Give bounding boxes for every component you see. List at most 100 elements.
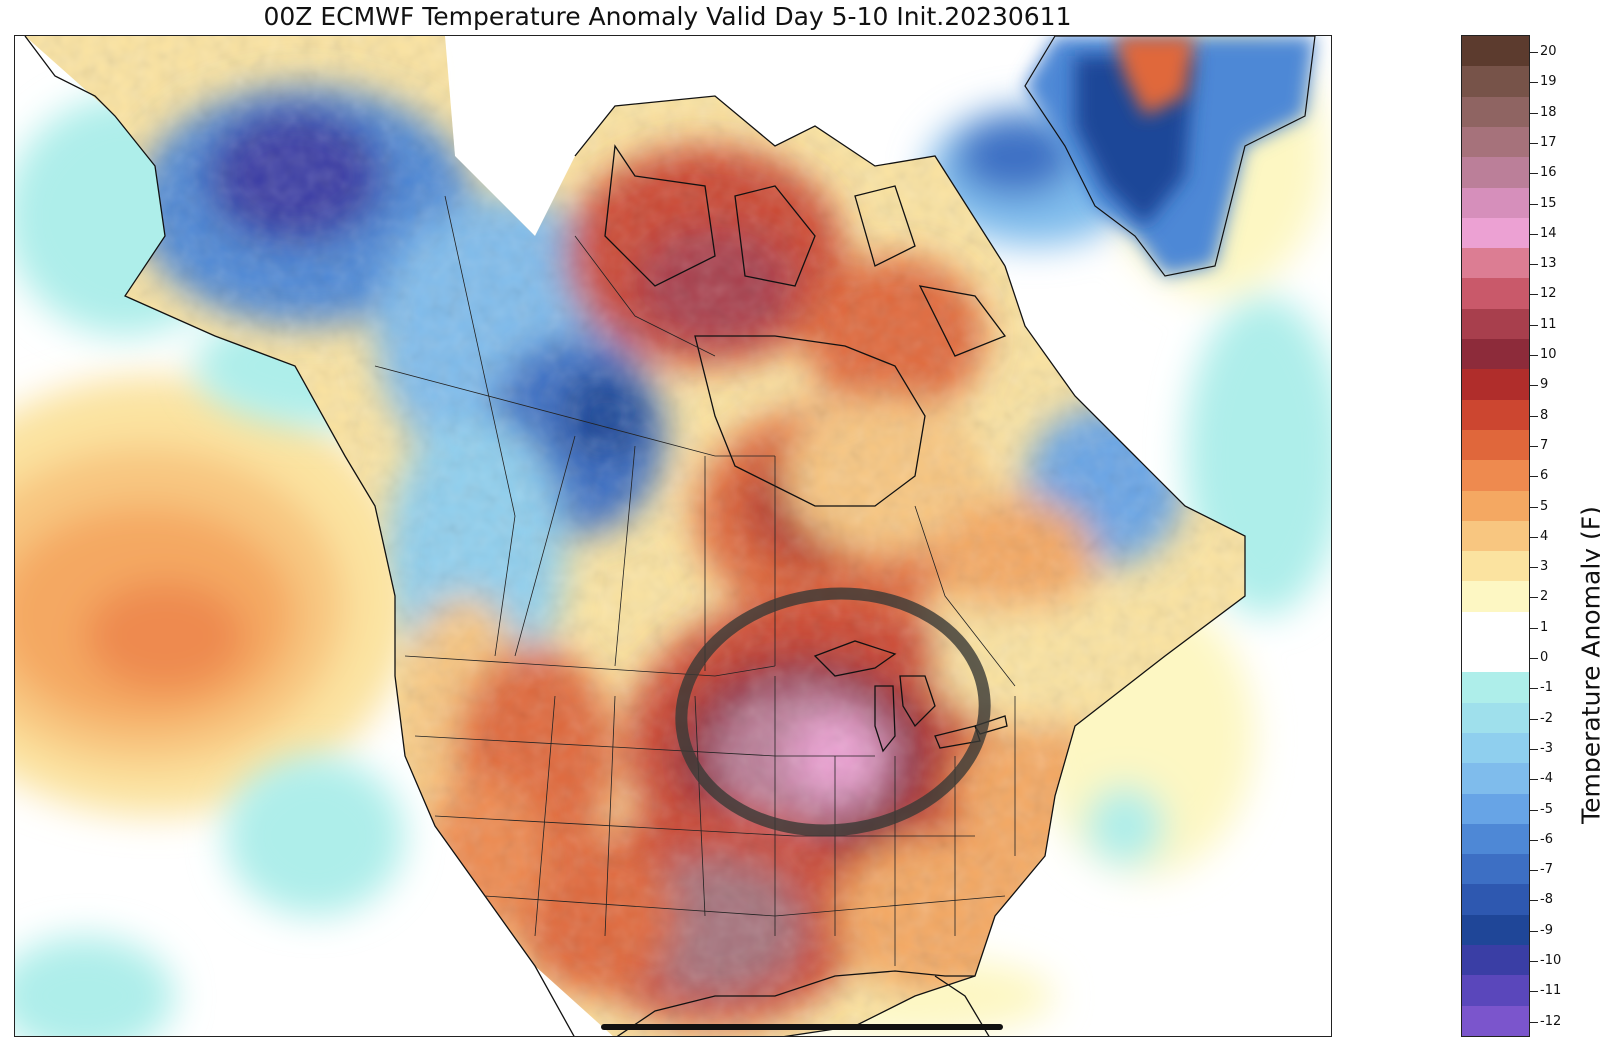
colorbar-tick-label: 0 [1540, 650, 1549, 665]
greenland [1024, 36, 1316, 277]
colorbar-tick [1530, 839, 1538, 841]
colorbar-tick-label: 9 [1540, 377, 1549, 393]
colorbar-segment [1462, 369, 1529, 401]
colorbar-tick-label: 1 [1540, 619, 1549, 635]
colorbar-tick-label: -9 [1540, 922, 1553, 938]
colorbar-segment [1462, 520, 1529, 553]
colorbar-tick [1530, 476, 1538, 478]
colorbar-tick [1530, 870, 1538, 872]
colorbar-tick [1530, 718, 1538, 720]
colorbar-tick [1530, 385, 1538, 387]
colorbar-tick [1530, 809, 1538, 811]
colorbar-tick-label: -1 [1540, 680, 1553, 696]
colorbar-segment [1462, 399, 1529, 431]
colorbar-tick-label: 13 [1540, 256, 1557, 272]
colorbar-tick [1530, 779, 1538, 781]
pacific-warm-anomaly [15, 376, 415, 816]
highlight-circle [675, 587, 991, 837]
colorbar-tick [1530, 567, 1538, 569]
colorbar-tick-label: 2 [1540, 589, 1549, 605]
colorbar-tick-label: 15 [1540, 195, 1557, 211]
colorbar-tick [1530, 294, 1538, 296]
colorbar-tick [1530, 627, 1538, 629]
colorbar-segment [1462, 1005, 1529, 1036]
colorbar-segment [1462, 611, 1529, 643]
colorbar-tick [1530, 748, 1538, 750]
colorbar-segment [1462, 96, 1529, 128]
colorbar-tick-label: 19 [1540, 74, 1557, 90]
colorbar-segment [1462, 551, 1529, 583]
colorbar-tick-label: 12 [1540, 286, 1557, 302]
colorbar-segment [1462, 248, 1529, 280]
colorbar-segment [1462, 975, 1529, 1007]
colorbar-tick [1530, 82, 1538, 84]
colorbar-tick-label: 16 [1540, 165, 1557, 181]
colorbar-tick-label: -5 [1540, 801, 1553, 817]
coastlines [24, 36, 1246, 1036]
colorbar-segment [1462, 217, 1529, 250]
colorbar-segment [1462, 187, 1529, 219]
colorbar-tick [1530, 506, 1538, 508]
anomaly-map [14, 35, 1332, 1037]
colorbar-tick-label: -6 [1540, 831, 1553, 847]
colorbar-segment [1462, 581, 1529, 613]
colorbar-tick-label: 10 [1540, 347, 1557, 362]
colorbar-segment [1462, 732, 1529, 765]
colorbar-tick [1530, 536, 1538, 538]
colorbar-tick-label: 18 [1540, 104, 1557, 120]
colorbar-tick-label: -8 [1540, 892, 1553, 908]
colorbar [1461, 35, 1530, 1037]
colorbar-segment [1462, 823, 1529, 856]
colorbar-tick [1530, 324, 1538, 326]
colorbar-tick-label: 3 [1540, 559, 1549, 575]
colorbar-tick-label: -3 [1540, 740, 1553, 756]
colorbar-tick [1530, 961, 1538, 962]
colorbar-segment [1462, 793, 1529, 825]
colorbar-tick-label: -4 [1540, 771, 1553, 787]
colorbar-segment [1462, 36, 1529, 68]
colorbar-segment [1462, 429, 1529, 462]
colorbar-tick [1530, 658, 1538, 659]
colorbar-tick-label: 6 [1540, 468, 1549, 484]
colorbar-segment [1462, 884, 1529, 916]
colorbar-tick [1530, 597, 1538, 599]
colorbar-segment [1462, 763, 1529, 795]
colorbar-tick-label: -2 [1540, 710, 1553, 726]
colorbar-tick-label: 11 [1540, 316, 1557, 332]
political-borders [374, 195, 1016, 966]
colorbar-segment [1462, 308, 1529, 340]
colorbar-tick [1530, 415, 1538, 417]
colorbar-segment [1462, 66, 1529, 98]
colorbar-tick [1530, 688, 1538, 690]
colorbar-segment [1462, 945, 1529, 977]
colorbar-tick-label: -10 [1540, 953, 1562, 968]
colorbar-segment [1462, 672, 1529, 704]
colorbar-tick [1530, 930, 1538, 932]
colorbar-tick-label: 20 [1540, 44, 1557, 59]
colorbar-segment [1462, 339, 1529, 371]
colorbar-tick-label: 14 [1540, 225, 1557, 241]
colorbar-tick [1530, 445, 1538, 447]
colorbar-tick-label: 7 [1540, 437, 1549, 453]
home-indicator[interactable] [601, 1024, 1003, 1030]
map-title: 00Z ECMWF Temperature Anomaly Valid Day … [263, 2, 1072, 31]
colorbar-tick [1530, 355, 1538, 356]
colorbar-tick-label: -7 [1540, 862, 1553, 878]
colorbar-tick [1530, 233, 1538, 235]
colorbar-tick-label: -12 [1540, 1013, 1562, 1029]
colorbar-segment [1462, 642, 1529, 674]
colorbar-segment [1462, 702, 1529, 734]
colorbar-tick-label: -11 [1540, 983, 1562, 999]
colorbar-tick-label: 4 [1540, 528, 1549, 544]
colorbar-tick [1530, 112, 1538, 114]
colorbar-tick [1530, 264, 1538, 266]
colorbar-tick [1530, 52, 1538, 53]
colorbar-tick [1530, 173, 1538, 175]
colorbar-tick-label: 17 [1540, 134, 1557, 150]
colorbar-axis-label: Temperature Anomaly (F) [1576, 506, 1600, 824]
colorbar-segment [1462, 490, 1529, 522]
colorbar-segment [1462, 126, 1529, 159]
colorbar-tick-label: 5 [1540, 498, 1549, 514]
colorbar-segment [1462, 157, 1529, 189]
colorbar-segment [1462, 854, 1529, 886]
